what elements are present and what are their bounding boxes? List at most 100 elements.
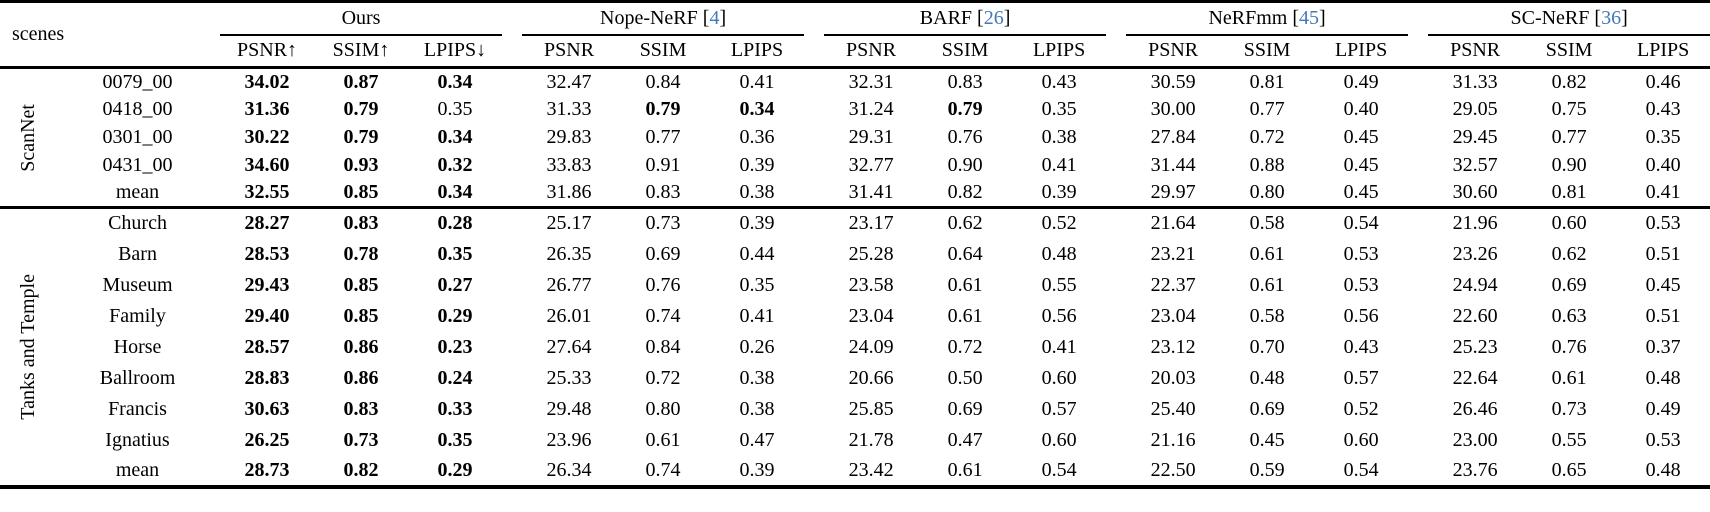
metric-value: 23.76	[1452, 458, 1498, 481]
method-header-sc-nerf: SC-NeRF [36]	[1428, 1, 1710, 36]
metric-value: 20.03	[1150, 366, 1196, 389]
scene-name: Barn	[118, 242, 157, 265]
citation-ref[interactable]: 4	[709, 6, 720, 29]
results-table: scenes Ours Nope-NeRF [4] BARF [26] NeRFmm …	[0, 0, 1710, 489]
metric-value: 0.35	[437, 98, 473, 120]
scene-name: Family	[109, 304, 166, 327]
metric-value: 22.37	[1150, 273, 1196, 296]
metric-value: 30.00	[1150, 98, 1196, 120]
column-spacer	[502, 301, 522, 332]
metric-value: 20.66	[848, 366, 894, 389]
metric-value: 29.43	[244, 273, 290, 296]
metric-value: 0.40	[1343, 98, 1379, 120]
metric-value: 0.79	[343, 126, 379, 148]
metric-value: 0.86	[343, 335, 379, 358]
column-spacer	[1408, 270, 1428, 301]
metric-value: 26.25	[244, 428, 290, 451]
metric-value: 0.69	[645, 242, 681, 265]
metric-value: 0.51	[1645, 304, 1681, 327]
group-label-tanks-and-temple: Tanks and Temple	[0, 206, 55, 487]
metric-header-nope-nerf-psnr: PSNR	[522, 34, 617, 69]
column-spacer	[502, 270, 522, 301]
metric-value: 0.34	[437, 126, 473, 148]
column-spacer	[1106, 180, 1126, 208]
metric-value: 26.34	[546, 458, 592, 481]
metric-value: 0.90	[1551, 154, 1587, 176]
metric-value: 0.61	[947, 304, 983, 327]
column-spacer	[804, 363, 824, 394]
metric-value: 30.22	[244, 126, 290, 148]
scene-name: mean	[115, 458, 160, 481]
metric-value: 0.52	[1012, 206, 1107, 239]
metric-value: 0.70	[1249, 335, 1285, 358]
metric-value: 29.48	[546, 397, 592, 420]
metric-value: 0.79	[645, 98, 681, 120]
column-spacer	[1106, 124, 1126, 152]
metric-value: 33.83	[546, 154, 592, 176]
scenes-header: scenes	[0, 1, 221, 69]
metric-value: 0.43	[1645, 98, 1681, 120]
metric-value: 32.31	[848, 70, 894, 93]
metric-value: 25.23	[1452, 335, 1498, 358]
metric-value: 0.90	[947, 154, 983, 176]
scene-name: Ballroom	[99, 366, 176, 389]
column-spacer	[1408, 152, 1428, 180]
table-row: 0418_00 31.36 0.79 0.35 31.33 0.79 0.34 31.24 0.…	[0, 96, 1710, 124]
metric-value: 31.41	[848, 181, 894, 204]
metric-value: 0.61	[645, 428, 681, 451]
metric-value: 0.78	[343, 242, 379, 265]
metric-value: 0.62	[918, 206, 1013, 239]
column-spacer	[1408, 456, 1428, 487]
metric-value: 0.47	[739, 428, 775, 451]
metric-value: 29.05	[1452, 98, 1498, 120]
metric-value: 0.69	[947, 397, 983, 420]
group-label-text: ScanNet	[16, 103, 39, 172]
column-spacer	[1106, 301, 1126, 332]
table-row: Museum 29.43 0.85 0.27 26.77 0.76 0.35 23.58 0.6…	[0, 270, 1710, 301]
metric-value: 0.40	[1645, 154, 1681, 176]
scene-name: Museum	[102, 273, 173, 296]
citation-ref[interactable]: 36	[1601, 6, 1622, 29]
metric-value: 0.53	[1645, 428, 1681, 451]
metric-value: 0.34	[739, 98, 775, 120]
metric-value: 0.61	[947, 273, 983, 296]
metric-value: 0.39	[710, 206, 805, 239]
metric-value: 23.04	[848, 304, 894, 327]
metric-value: 0.58	[1220, 206, 1315, 239]
column-spacer	[804, 301, 824, 332]
metric-value: 23.42	[848, 458, 894, 481]
column-spacer	[804, 332, 824, 363]
metric-value: 28.73	[244, 458, 290, 481]
metric-value: 0.48	[1041, 242, 1077, 265]
metric-value: 32.57	[1452, 154, 1498, 176]
column-spacer	[804, 68, 824, 96]
citation-ref[interactable]: 45	[1299, 6, 1320, 29]
metric-value: 30.59	[1150, 70, 1196, 93]
table-row: Ignatius 26.25 0.73 0.35 23.96 0.61 0.47 21.78 0…	[0, 425, 1710, 456]
scene-name: Horse	[113, 335, 162, 358]
column-spacer	[502, 124, 522, 152]
column-spacer	[1106, 425, 1126, 456]
scene-name: Church	[55, 206, 221, 239]
metric-value: 23.12	[1150, 335, 1196, 358]
metric-value: 0.57	[1041, 397, 1077, 420]
metric-value: 0.81	[1551, 181, 1587, 204]
citation-ref[interactable]: 26	[983, 6, 1004, 29]
metric-value: 0.35	[437, 242, 473, 265]
metric-value: 0.80	[645, 397, 681, 420]
metric-value: 0.28	[408, 206, 503, 239]
metric-value: 22.64	[1452, 366, 1498, 389]
method-header-ours: Ours	[220, 1, 503, 36]
column-spacer	[1408, 239, 1428, 270]
metric-value: 0.79	[343, 98, 379, 120]
paper-results-table-region: scenes Ours Nope-NeRF [4] BARF [26] NeRFmm …	[0, 0, 1710, 489]
metric-value: 0.43	[1343, 335, 1379, 358]
metric-value: 0.35	[437, 428, 473, 451]
column-spacer	[804, 1, 825, 69]
metric-value: 34.60	[244, 154, 290, 176]
metric-value: 0.35	[1041, 98, 1077, 120]
metric-value: 0.41	[1645, 181, 1681, 204]
method-header-nerfmm: NeRFmm [45]	[1126, 1, 1409, 36]
metric-value: 21.96	[1428, 206, 1523, 239]
metric-value: 28.83	[244, 366, 290, 389]
